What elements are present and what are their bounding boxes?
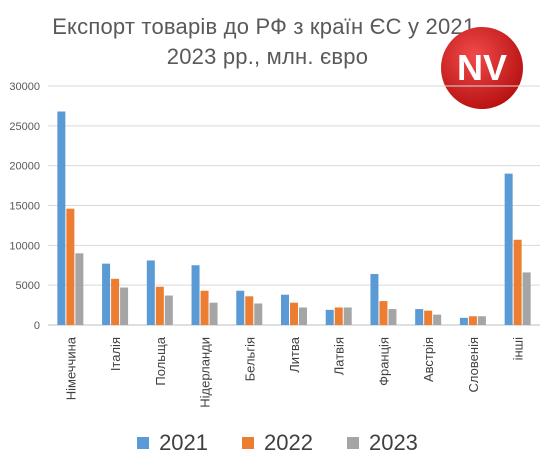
bar-2021-9 bbox=[415, 309, 424, 325]
bar-2022-8 bbox=[379, 301, 388, 325]
y-tick-label: 30000 bbox=[9, 81, 40, 93]
nv-logo-text: NV bbox=[457, 47, 507, 88]
bar-2023-6 bbox=[299, 307, 307, 325]
x-tick-label: Німеччина bbox=[63, 336, 78, 400]
bar-2023-4 bbox=[209, 302, 218, 325]
legend: 2021 2022 2023 bbox=[0, 430, 555, 456]
y-tick-label: 0 bbox=[34, 320, 40, 332]
x-tick-label: Нідерланди bbox=[198, 337, 213, 408]
bar-2021-5 bbox=[236, 290, 245, 325]
legend-swatch bbox=[242, 437, 255, 449]
y-tick-label: 20000 bbox=[9, 161, 40, 173]
y-tick-label: 15000 bbox=[9, 201, 40, 213]
bar-2021-11 bbox=[504, 173, 513, 325]
bar-2023-5 bbox=[254, 303, 263, 325]
bar-2021-8 bbox=[370, 274, 379, 325]
bar-2021-3 bbox=[146, 260, 155, 325]
bar-2023-7 bbox=[343, 307, 352, 325]
bar-2021-6 bbox=[281, 294, 289, 325]
x-tick-label: Італія bbox=[108, 337, 123, 371]
y-tick-label: 10000 bbox=[9, 240, 40, 252]
x-tick-label: Словенія bbox=[466, 337, 481, 392]
bar-2022-7 bbox=[334, 307, 343, 325]
legend-label: 2022 bbox=[264, 430, 313, 455]
chart-title-line-2: 2023 рр., млн. євро bbox=[166, 44, 369, 69]
y-tick-label: 25000 bbox=[9, 121, 40, 133]
bar-2023-3 bbox=[164, 295, 173, 325]
bar-2023-2 bbox=[120, 287, 129, 325]
bar-2022-9 bbox=[424, 310, 433, 325]
x-tick-label: інші bbox=[511, 337, 526, 360]
bar-2023-8 bbox=[388, 309, 397, 325]
nv-logo: NV bbox=[441, 27, 523, 109]
bar-2023-10 bbox=[477, 316, 486, 325]
legend-label: 2023 bbox=[368, 430, 418, 455]
bar-2022-4 bbox=[200, 290, 209, 325]
legend-item-2021: 2021 bbox=[137, 430, 208, 456]
x-tick-label: Литва bbox=[287, 336, 302, 373]
bar-2022-10 bbox=[468, 316, 477, 325]
bar-2022-6 bbox=[290, 302, 298, 325]
legend-label: 2021 bbox=[159, 430, 209, 455]
bar-2022-2 bbox=[111, 278, 120, 325]
bar-2023-1 bbox=[75, 253, 84, 325]
x-tick-label: Латвія bbox=[332, 337, 347, 375]
legend-item-2023: 2023 bbox=[346, 430, 418, 456]
bar-2021-2 bbox=[102, 263, 111, 325]
x-tick-label: Польща bbox=[153, 336, 168, 385]
bar-2022-5 bbox=[245, 296, 254, 325]
x-tick-label: Австрія bbox=[421, 337, 436, 382]
x-tick-label: Бельгія bbox=[242, 337, 257, 381]
bar-2021-7 bbox=[325, 309, 334, 325]
bar-2022-3 bbox=[155, 286, 164, 325]
bar-2021-10 bbox=[459, 317, 468, 325]
bar-2021-1 bbox=[57, 111, 66, 325]
chart-title-line-1: Експорт товарів до РФ з країн ЄС у 2021- bbox=[52, 14, 483, 39]
bar-2023-11 bbox=[522, 272, 531, 325]
bar-2022-11 bbox=[513, 239, 522, 325]
legend-swatch bbox=[346, 437, 359, 449]
legend-swatch bbox=[137, 437, 150, 449]
y-tick-label: 5000 bbox=[16, 280, 40, 292]
bar-2021-4 bbox=[191, 265, 200, 325]
plot-area: 0 5000 10000 15000 20000 25000 30000 Німеччина І… bbox=[9, 81, 540, 408]
bar-2022-1 bbox=[66, 208, 75, 325]
x-tick-label: Франція bbox=[376, 337, 391, 386]
legend-item-2022: 2022 bbox=[242, 430, 313, 456]
bar-2023-9 bbox=[433, 314, 442, 325]
